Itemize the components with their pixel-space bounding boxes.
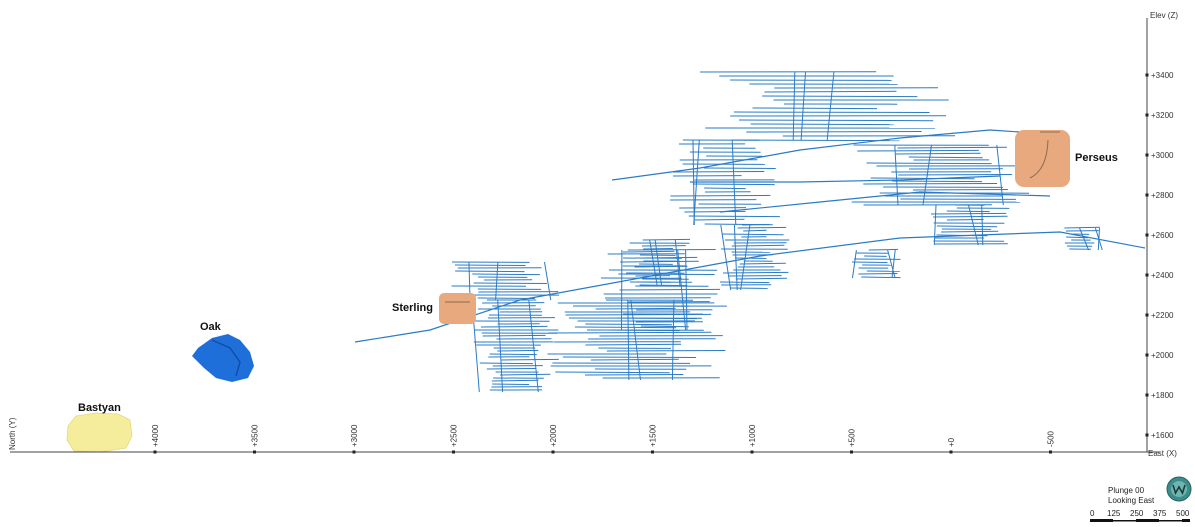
elev-tick-mark bbox=[1145, 73, 1149, 77]
east-tick-mark bbox=[452, 450, 455, 454]
east-tick-mark bbox=[750, 450, 754, 454]
elevation-axis-label: Elev (Z) bbox=[1150, 11, 1178, 20]
east-tick-label: -500 bbox=[1047, 430, 1056, 447]
elev-tick-mark bbox=[1145, 233, 1149, 237]
scale-bar-label: 125 bbox=[1107, 509, 1121, 518]
zone-sterling-shape[interactable] bbox=[439, 293, 476, 324]
compass-globe-icon[interactable] bbox=[1166, 476, 1192, 502]
scale-bar-label: 0 bbox=[1090, 509, 1095, 518]
elev-tick-mark bbox=[1145, 393, 1149, 397]
view-info: Plunge 00 Looking East bbox=[1108, 486, 1154, 506]
looking-text: Looking East bbox=[1108, 496, 1155, 505]
east-tick-mark bbox=[253, 450, 256, 454]
zone-perseus-trace bbox=[1029, 131, 1060, 179]
east-tick-label: +1500 bbox=[649, 424, 658, 447]
east-tick-label: +1000 bbox=[748, 424, 757, 447]
underground-workings bbox=[451, 71, 1103, 393]
elev-tick-mark bbox=[1145, 313, 1149, 317]
plunge-text: Plunge 00 bbox=[1108, 486, 1145, 495]
elev-tick-mark bbox=[1145, 353, 1149, 357]
decline-mid bbox=[690, 175, 1001, 183]
elev-tick-label: +3000 bbox=[1151, 151, 1174, 160]
east-tick-label: +2500 bbox=[450, 424, 459, 447]
elev-tick-mark bbox=[1145, 153, 1149, 157]
zone-label-perseus: Perseus bbox=[1075, 152, 1118, 164]
east-axis-label: East (X) bbox=[1148, 449, 1177, 458]
east-tick-label: +0 bbox=[947, 437, 956, 447]
zone-bastyan-shape[interactable] bbox=[66, 412, 133, 453]
elev-tick-label: +3200 bbox=[1151, 111, 1174, 120]
zone-label-sterling: Sterling bbox=[392, 302, 433, 314]
elev-tick-label: +2400 bbox=[1151, 271, 1174, 280]
scale-bar-label: 250 bbox=[1130, 509, 1144, 518]
scale-bar-label: 375 bbox=[1153, 509, 1167, 518]
east-tick-mark bbox=[352, 450, 356, 454]
elev-tick-mark bbox=[1145, 433, 1149, 437]
elev-tick-label: +2000 bbox=[1151, 351, 1174, 360]
elev-tick-label: +2200 bbox=[1151, 311, 1174, 320]
zone-oak-shape[interactable] bbox=[192, 334, 254, 382]
zone-oak-shade bbox=[211, 339, 241, 377]
decline-ramps bbox=[354, 129, 1146, 343]
east-tick-label: +2000 bbox=[549, 424, 558, 447]
elev-tick-mark bbox=[1145, 113, 1149, 117]
north-axis-label: North (Y) bbox=[8, 417, 17, 450]
east-tick-mark bbox=[949, 450, 953, 454]
east-tick-mark bbox=[651, 450, 654, 454]
zone-label-bastyan: Bastyan bbox=[78, 402, 121, 414]
view-hud: Plunge 00 Looking East 0 125 250 375 500 bbox=[1088, 470, 1192, 525]
elev-tick-mark bbox=[1145, 273, 1149, 277]
east-tick-mark bbox=[153, 450, 157, 454]
east-tick-label: +4000 bbox=[151, 424, 160, 447]
elev-tick-label: +3400 bbox=[1151, 71, 1174, 80]
east-tick-label: +500 bbox=[848, 428, 857, 447]
east-tick-mark bbox=[1049, 450, 1052, 454]
elev-tick-label: +1600 bbox=[1151, 431, 1174, 440]
zone-perseus-shape[interactable] bbox=[1015, 130, 1070, 187]
decline-link bbox=[719, 191, 1051, 213]
east-tick-label: +3000 bbox=[350, 424, 359, 447]
decline-upper bbox=[611, 129, 1021, 181]
elev-tick-label: +2600 bbox=[1151, 231, 1174, 240]
elev-tick-mark bbox=[1145, 193, 1149, 197]
scale-bar-label: 500 bbox=[1176, 509, 1190, 518]
elev-tick-label: +2800 bbox=[1151, 191, 1174, 200]
elev-tick-label: +1800 bbox=[1151, 391, 1174, 400]
east-tick-mark bbox=[850, 450, 853, 454]
zone-label-oak: Oak bbox=[200, 321, 222, 333]
east-tick-mark bbox=[551, 450, 555, 454]
scale-bar: 0 125 250 375 500 bbox=[1090, 509, 1190, 522]
east-tick-label: +3500 bbox=[251, 424, 260, 447]
decline-main bbox=[354, 231, 1146, 343]
